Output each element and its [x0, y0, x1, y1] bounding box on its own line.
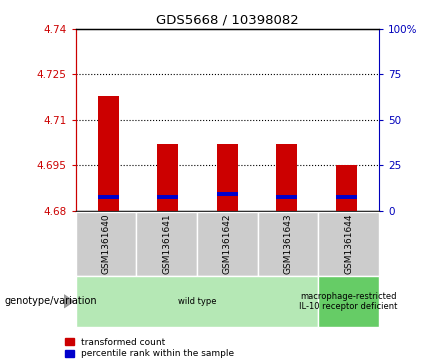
Text: GSM1361642: GSM1361642	[223, 214, 232, 274]
Bar	[98, 195, 119, 199]
Bar	[158, 144, 178, 211]
Text: genotype/variation: genotype/variation	[4, 296, 97, 306]
Bar	[276, 144, 297, 211]
Bar	[276, 195, 297, 199]
Bar	[336, 165, 357, 211]
Text: GSM1361643: GSM1361643	[284, 214, 292, 274]
Text: macrophage-restricted
IL-10 receptor deficient: macrophage-restricted IL-10 receptor def…	[299, 291, 398, 311]
Bar	[217, 144, 238, 211]
Title: GDS5668 / 10398082: GDS5668 / 10398082	[156, 13, 299, 26]
Text: wild type: wild type	[178, 297, 216, 306]
Bar	[336, 195, 357, 199]
Bar	[158, 195, 178, 199]
Bar	[98, 95, 119, 211]
Text: GSM1361640: GSM1361640	[102, 214, 110, 274]
Bar	[217, 192, 238, 196]
Text: GSM1361644: GSM1361644	[344, 214, 353, 274]
Legend: transformed count, percentile rank within the sample: transformed count, percentile rank withi…	[65, 338, 235, 359]
Polygon shape	[64, 295, 74, 308]
Text: GSM1361641: GSM1361641	[162, 214, 171, 274]
